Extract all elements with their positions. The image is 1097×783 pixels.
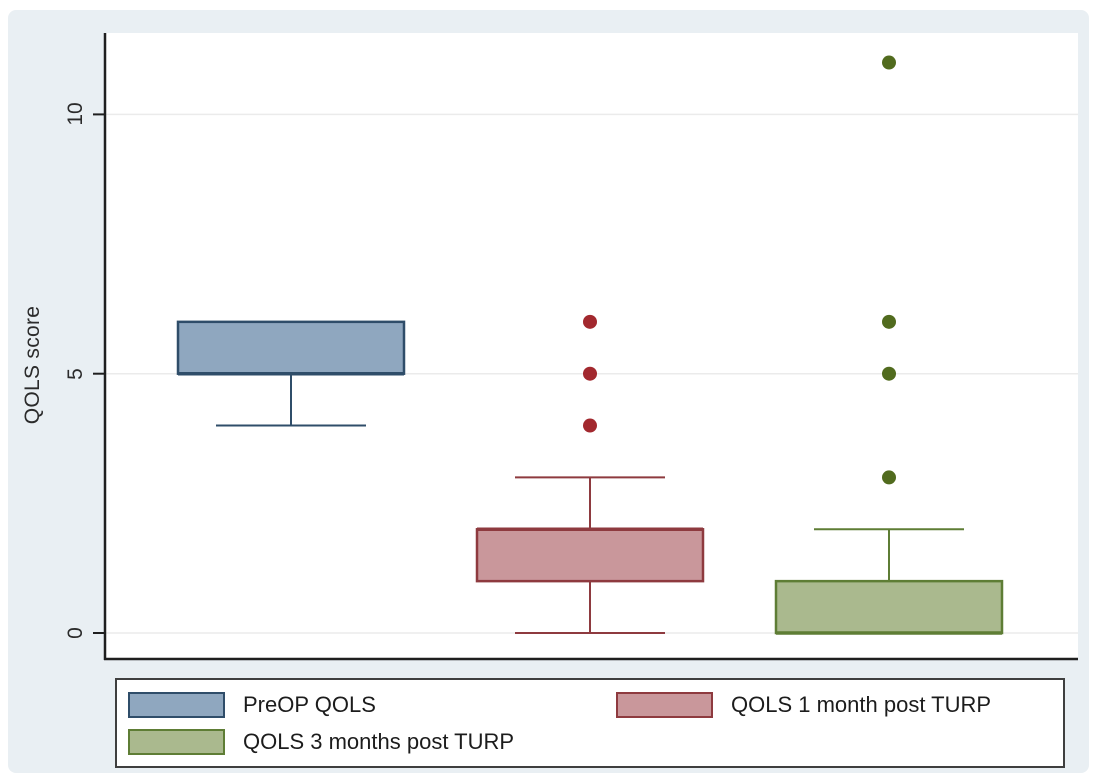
legend-swatch-icon <box>128 692 225 718</box>
legend-item: PreOP QOLS <box>128 692 376 718</box>
outlier-point-qols-1-month-post-turp <box>583 314 597 329</box>
outlier-point-qols-3-months-post-turp <box>882 314 896 329</box>
y-axis-title: QOLS score <box>21 305 44 425</box>
outlier-point-qols-3-months-post-turp <box>882 55 896 70</box>
legend-label: QOLS 3 months post TURP <box>243 729 515 754</box>
legend-label: PreOP QOLS <box>243 692 376 717</box>
legend-swatch-icon <box>616 692 713 718</box>
outlier-point-qols-3-months-post-turp <box>882 366 896 381</box>
outlier-point-qols-1-month-post-turp <box>583 418 597 433</box>
box-qols-3-months-post-turp <box>774 579 1004 635</box>
y-tick-label: 0 <box>64 627 87 639</box>
outlier-point-qols-1-month-post-turp <box>583 366 597 381</box>
outlier-point-qols-3-months-post-turp <box>882 470 896 485</box>
y-tick-label: 10 <box>64 102 87 127</box>
legend-label: QOLS 1 month post TURP <box>731 692 992 717</box>
box-preop-qols <box>176 320 406 375</box>
legend-swatch-icon <box>128 729 225 755</box>
legend-item: QOLS 3 months post TURP <box>128 729 514 755</box>
legend: PreOP QOLS QOLS 1 month post TURP QOLS 3 m… <box>115 678 1065 768</box>
y-tick-label: 5 <box>64 367 87 380</box>
legend-item: QOLS 1 month post TURP <box>616 692 991 718</box>
box-qols-1-month-post-turp <box>475 528 705 583</box>
